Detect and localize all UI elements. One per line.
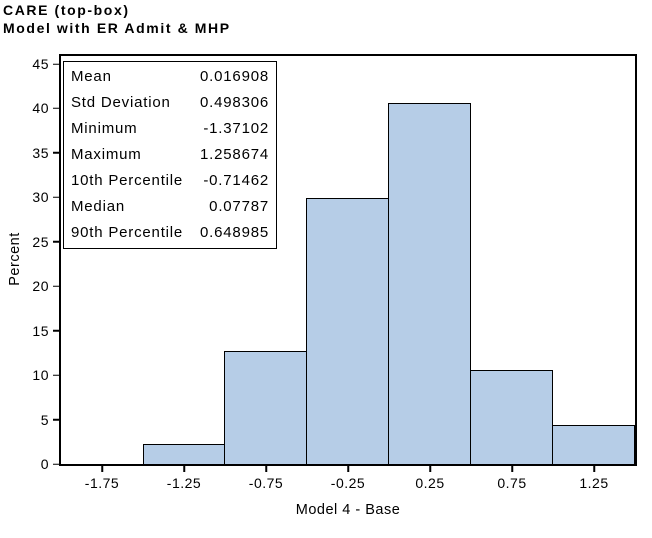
stat-value: -0.71462 (203, 172, 269, 189)
stat-value: -1.37102 (203, 120, 269, 137)
y-tick-label: 35 (32, 144, 49, 161)
x-tick-mark (265, 466, 267, 472)
stat-label: 90th Percentile (71, 224, 184, 241)
x-axis-ticks: -1.75 -1.25 -0.75 -0.25 0.25 0.75 1.25 (59, 466, 637, 506)
y-tick-mark (53, 107, 59, 110)
histogram-bar (388, 103, 471, 464)
y-tick-mark (53, 463, 59, 465)
y-tick-mark (53, 152, 59, 154)
x-axis-label: Model 4 - Base (295, 502, 401, 518)
x-tick-label: -1.75 (84, 475, 120, 491)
y-tick-mark (53, 241, 59, 243)
stat-value: 0.07787 (209, 198, 269, 215)
y-tick-label: 15 (32, 322, 49, 339)
x-tick-label: -1.25 (166, 475, 202, 491)
y-tick-label: 45 (32, 56, 49, 72)
y-tick-mark (53, 63, 59, 65)
stat-label: Std Deviation (71, 94, 171, 111)
stat-row-median: Median 0.07787 (71, 194, 269, 220)
stat-row-mean: Mean 0.016908 (71, 64, 269, 90)
x-tick-mark (429, 466, 431, 472)
stat-label: Mean (71, 68, 112, 85)
stat-value: 0.498306 (200, 94, 269, 111)
y-tick-mark (53, 285, 59, 287)
x-tick-mark (183, 466, 185, 472)
y-tick-label: 20 (32, 278, 49, 295)
x-tick-mark (101, 466, 103, 472)
histogram-bar (224, 351, 307, 464)
histogram-bar (306, 198, 389, 464)
y-tick-label: 40 (32, 100, 49, 117)
stat-row-std-deviation: Std Deviation 0.498306 (71, 90, 269, 116)
y-tick-mark (53, 329, 59, 332)
stat-row-90th-percentile: 90th Percentile 0.648985 (71, 220, 269, 246)
plot-area: Mean 0.016908 Std Deviation 0.498306 Min… (59, 54, 637, 466)
x-tick-mark (511, 466, 513, 472)
histogram-bar (470, 369, 553, 464)
stat-row-maximum: Maximum 1.258674 (71, 142, 269, 168)
x-tick-mark (347, 466, 349, 472)
y-axis-ticks: 0 5 10 15 20 25 30 35 40 45 (0, 54, 59, 471)
x-tick-label: 0.25 (415, 475, 445, 491)
chart-title: CARE (top-box) (3, 2, 130, 18)
x-tick-label: 0.75 (497, 475, 527, 491)
y-tick-label: 30 (32, 189, 49, 206)
stats-box: Mean 0.016908 Std Deviation 0.498306 Min… (63, 61, 277, 249)
stat-value: 0.648985 (200, 224, 269, 241)
stat-label: Maximum (71, 146, 142, 163)
y-tick-label: 25 (32, 233, 49, 250)
x-tick-label: -0.75 (248, 475, 284, 491)
stat-label: 10th Percentile (71, 172, 184, 189)
y-tick-label: 0 (40, 456, 49, 472)
stat-label: Minimum (71, 120, 138, 137)
histogram-bar (552, 424, 635, 464)
histogram-bar (143, 444, 225, 464)
stat-row-minimum: Minimum -1.37102 (71, 116, 269, 142)
chart-subtitle: Model with ER Admit & MHP (3, 19, 231, 36)
x-tick-mark (593, 466, 595, 472)
x-tick-label: -0.25 (330, 475, 366, 491)
y-tick-mark (53, 374, 59, 376)
stat-row-10th-percentile: 10th Percentile -0.71462 (71, 168, 269, 194)
title-block: CARE (top-box) Model with ER Admit & MHP (3, 2, 231, 37)
stat-label: Median (71, 198, 125, 215)
y-tick-mark (53, 196, 59, 199)
y-tick-label: 10 (32, 367, 49, 384)
y-tick-label: 5 (40, 411, 49, 428)
x-tick-label: 1.25 (579, 475, 609, 491)
stat-value: 0.016908 (200, 68, 269, 85)
y-tick-mark (53, 418, 59, 421)
bars-layer (61, 56, 635, 464)
stat-value: 1.258674 (200, 146, 269, 163)
